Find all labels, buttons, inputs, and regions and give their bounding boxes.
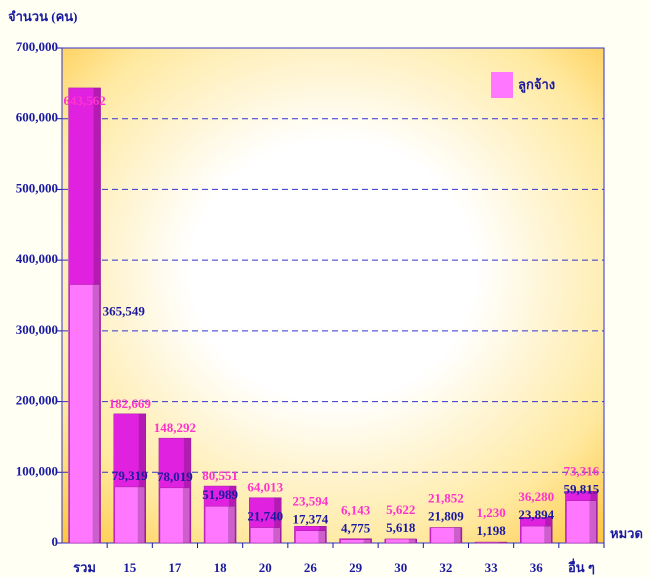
x-tick-label: 32 [439, 560, 452, 575]
bar-side [182, 487, 190, 543]
y-tick-label: 200,000 [16, 393, 58, 408]
y-tick-label: 600,000 [16, 110, 58, 125]
bar-side [138, 413, 146, 543]
bar-side [137, 486, 145, 543]
bar-side [453, 527, 461, 543]
y-tick-label: 300,000 [16, 322, 58, 337]
value-label: 6,143 [341, 503, 371, 518]
x-tick-label: รวม [73, 560, 96, 575]
bar [69, 284, 100, 544]
legend-swatch [491, 72, 513, 98]
value-label: 78,019 [157, 469, 193, 484]
value-label: 21,740 [247, 509, 283, 524]
value-label: 64,013 [247, 480, 283, 495]
value-label: 80,551 [202, 468, 238, 483]
value-label: 21,809 [428, 509, 464, 524]
bar-side [273, 527, 281, 543]
bar-side [499, 542, 507, 543]
x-tick-label: อื่น ๆ [568, 558, 595, 575]
value-label: 5,618 [386, 520, 416, 535]
y-tick-label: 0 [52, 534, 59, 549]
value-label: 17,374 [293, 512, 329, 527]
value-label: 365,549 [103, 303, 146, 318]
value-label: 36,280 [518, 489, 554, 504]
value-label: 23,594 [293, 494, 329, 509]
bar-side [228, 506, 236, 543]
value-label: 643,562 [63, 93, 105, 108]
bar [430, 527, 462, 544]
x-tick-label: 15 [123, 560, 137, 575]
value-label: 182,669 [109, 396, 152, 411]
legend-label: ลูกจ้าง [518, 77, 555, 93]
x-tick-label: 33 [485, 560, 499, 575]
value-label: 59,815 [564, 482, 600, 497]
plot-background [62, 48, 604, 543]
x-tick-label: 17 [168, 560, 182, 575]
y-tick-label: 400,000 [16, 251, 58, 266]
value-label: 4,775 [341, 521, 371, 536]
x-tick-label: 29 [349, 560, 363, 575]
bar [114, 486, 145, 544]
x-tick-label: 18 [214, 560, 228, 575]
value-label: 5,622 [386, 502, 415, 517]
bar [385, 538, 416, 544]
bar [566, 500, 597, 544]
bar-side [544, 526, 552, 543]
bar-side [318, 530, 326, 543]
value-label: 1,198 [476, 523, 506, 538]
value-label: 79,319 [112, 468, 148, 483]
x-tick-label: 30 [394, 560, 407, 575]
y-axis-label: จำนวน (คน) [8, 9, 77, 24]
value-label: 148,292 [154, 420, 196, 435]
x-tick-label: 36 [530, 560, 544, 575]
bar-side [92, 284, 100, 543]
value-label: 21,852 [428, 491, 464, 506]
bar-side [274, 497, 282, 543]
bar-side [363, 539, 371, 543]
bar [340, 539, 371, 544]
bar [521, 525, 552, 544]
y-tick-label: 100,000 [16, 463, 58, 478]
y-tick-label: 700,000 [16, 39, 58, 54]
x-tick-label: 20 [259, 560, 272, 575]
value-label: 73,316 [564, 464, 600, 479]
value-label: 23,894 [518, 507, 554, 522]
x-tick-label: 26 [304, 560, 318, 575]
bar [250, 527, 281, 544]
bar-side [589, 500, 597, 543]
bar [159, 487, 191, 544]
bar [204, 505, 236, 544]
y-tick-label: 500,000 [16, 180, 58, 195]
bar [295, 530, 326, 544]
bar-side [408, 539, 416, 543]
bar [475, 541, 507, 544]
value-label: 1,230 [476, 505, 505, 520]
value-label: 51,989 [202, 487, 238, 502]
x-axis-label: หมวด [610, 526, 643, 541]
